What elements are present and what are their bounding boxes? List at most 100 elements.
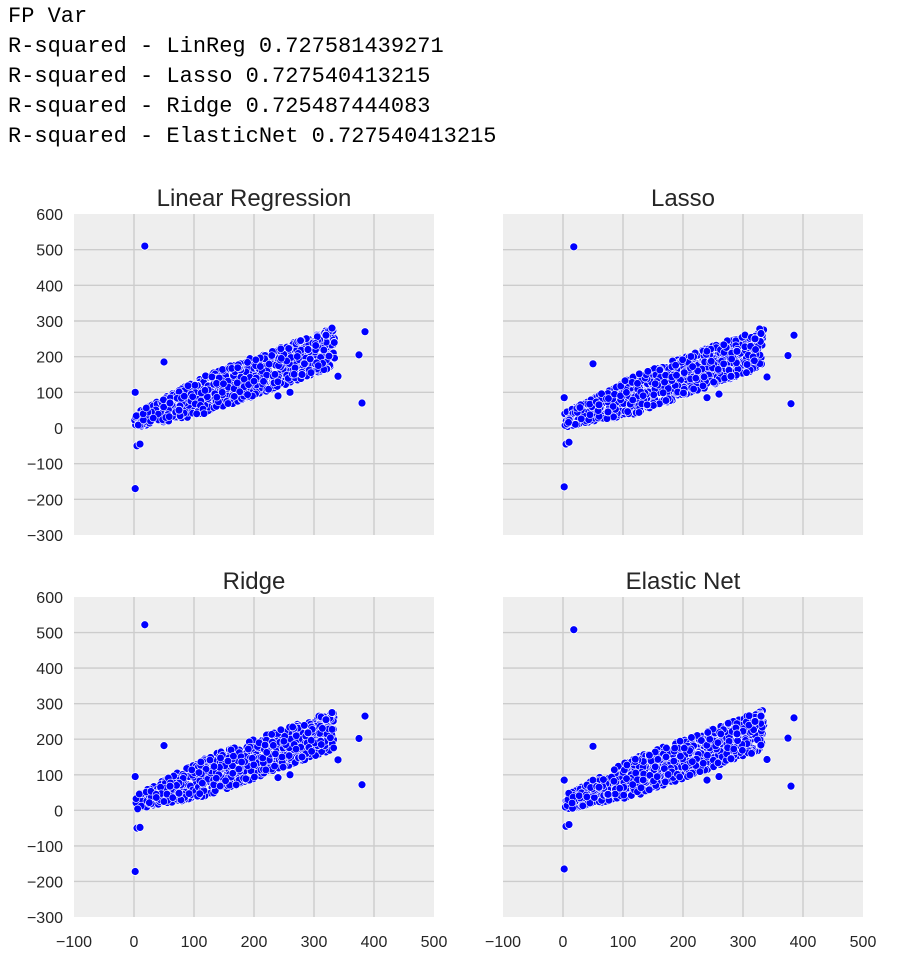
scatter-point xyxy=(212,393,221,402)
output-linreg-r2: R-squared - LinReg 0.727581439271 xyxy=(8,34,444,59)
scatter-point xyxy=(577,414,586,423)
scatter-point xyxy=(317,740,326,749)
scatter-point xyxy=(174,788,184,798)
scatter-point xyxy=(585,410,595,419)
scatter-point xyxy=(643,400,652,409)
y-tick-label: −200 xyxy=(27,492,63,509)
scatter-point xyxy=(660,378,669,387)
scatter-point xyxy=(713,738,723,747)
scatter-point xyxy=(714,365,723,374)
y-tick-label: 500 xyxy=(36,626,63,643)
scatter-point xyxy=(279,763,288,772)
y-tick-label: 500 xyxy=(36,243,63,260)
scatter-point xyxy=(183,381,193,390)
scatter-points xyxy=(130,241,370,494)
scatter-point xyxy=(732,346,742,356)
scatter-point xyxy=(209,762,219,771)
scatter-point xyxy=(196,757,205,767)
scatter-point xyxy=(159,741,169,751)
scatter-point xyxy=(249,377,259,386)
scatter-point xyxy=(243,390,252,399)
scatter-point xyxy=(670,743,679,753)
scatter-point xyxy=(194,768,204,777)
y-tick-label: 200 xyxy=(36,732,63,749)
scatter-point xyxy=(130,484,140,494)
scatter-point xyxy=(742,368,751,377)
scatter-point xyxy=(603,407,613,417)
scatter-point xyxy=(559,864,569,874)
scatter-point xyxy=(697,736,706,745)
scatter-point xyxy=(258,753,267,763)
panel-2: Lasso xyxy=(503,185,863,535)
scatter-point xyxy=(262,748,271,757)
scatter-point xyxy=(199,409,209,418)
scatter-point xyxy=(664,770,673,779)
scatter-point xyxy=(604,394,613,403)
y-tick-label: 0 xyxy=(54,421,63,438)
scatter-point xyxy=(559,775,569,785)
scatter-point xyxy=(634,408,644,417)
scatter-point xyxy=(237,757,246,767)
scatter-point xyxy=(661,777,670,787)
scatter-point xyxy=(292,731,301,740)
scatter-point xyxy=(571,420,580,429)
x-tick-label: 300 xyxy=(301,934,328,951)
scatter-point xyxy=(159,797,169,806)
scatter-point xyxy=(689,384,698,394)
panel-title: Elastic Net xyxy=(626,568,741,595)
scatter-point xyxy=(241,774,250,783)
scatter-point xyxy=(594,782,604,792)
scatter-point xyxy=(130,772,140,781)
scatter-point xyxy=(655,365,664,375)
x-tick-label: 200 xyxy=(241,934,268,951)
scatter-point xyxy=(270,762,279,771)
scatter-point xyxy=(687,733,696,742)
scatter-point xyxy=(321,715,331,725)
y-tick-label: 100 xyxy=(36,768,63,785)
scatter-points xyxy=(559,242,799,492)
scatter-point xyxy=(789,330,799,340)
scatter-point xyxy=(588,741,598,751)
scatter-point xyxy=(200,386,210,395)
scatter-point xyxy=(327,725,337,734)
scatter-point xyxy=(714,389,724,399)
scatter-point xyxy=(786,781,796,791)
scatter-point xyxy=(261,765,270,774)
scatter-point xyxy=(285,387,295,397)
scatter-points xyxy=(559,625,799,874)
scatter-point xyxy=(207,372,216,381)
y-tick-label: −100 xyxy=(27,839,63,856)
scatter-point xyxy=(306,368,316,377)
scatter-point xyxy=(679,388,688,398)
scatter-point xyxy=(726,371,736,381)
output-ridge-r2: R-squared - Ridge 0.725487444083 xyxy=(8,94,431,119)
x-tick-label: 400 xyxy=(790,934,817,951)
scatter-point xyxy=(750,717,760,726)
scatter-point xyxy=(616,381,625,391)
panel-title: Ridge xyxy=(223,568,286,595)
x-tick-label: 400 xyxy=(361,934,388,951)
scatter-point xyxy=(653,772,662,781)
scatter-point xyxy=(635,369,644,378)
panel-title: Lasso xyxy=(651,185,715,212)
scatter-point xyxy=(234,765,243,774)
panel-title: Linear Regression xyxy=(157,185,352,212)
y-tick-label: 0 xyxy=(54,803,63,820)
scatter-point xyxy=(743,360,752,369)
scatter-point xyxy=(314,361,323,370)
scatter-point xyxy=(702,393,712,403)
y-tick-label: 100 xyxy=(36,385,63,402)
scatter-point xyxy=(622,388,631,397)
scatter-point xyxy=(259,377,268,386)
x-tick-label: 100 xyxy=(610,934,637,951)
scatter-point xyxy=(698,381,708,390)
scatter-point xyxy=(267,351,276,360)
y-tick-label: 300 xyxy=(36,314,63,331)
scatter-point xyxy=(267,730,276,739)
scatter-point xyxy=(575,403,585,412)
scatter-point xyxy=(134,420,143,430)
scatter-point xyxy=(192,409,201,418)
scatter-point xyxy=(277,354,286,363)
scatter-point xyxy=(354,350,364,360)
output-elasticnet-r2: R-squared - ElasticNet 0.727540413215 xyxy=(8,124,497,149)
